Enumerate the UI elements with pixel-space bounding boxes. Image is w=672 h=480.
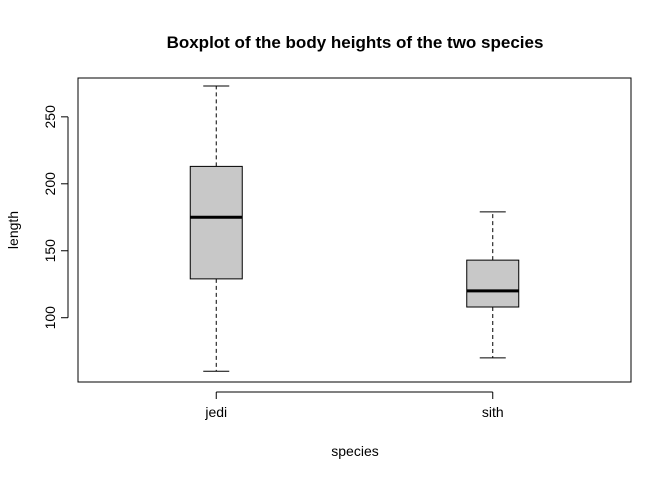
iqr-box xyxy=(189,165,243,280)
x-tick-label: sith xyxy=(482,404,504,420)
boxes-group xyxy=(189,85,520,372)
chart-title: Boxplot of the body heights of the two s… xyxy=(167,33,544,52)
y-axis-label: length xyxy=(5,211,21,249)
x-axis: jedi sith xyxy=(204,391,504,420)
y-tick-label: 100 xyxy=(42,306,58,330)
y-tick-label: 250 xyxy=(42,105,58,129)
iqr-box xyxy=(466,259,520,308)
box-sith xyxy=(466,211,520,359)
y-tick-label: 200 xyxy=(42,172,58,196)
box-jedi xyxy=(189,85,243,372)
y-axis: 100 150 200 250 xyxy=(42,105,69,330)
x-tick-label: jedi xyxy=(204,404,227,420)
plot-frame xyxy=(77,77,632,383)
y-tick-label: 150 xyxy=(42,239,58,263)
x-axis-label: species xyxy=(331,443,378,459)
